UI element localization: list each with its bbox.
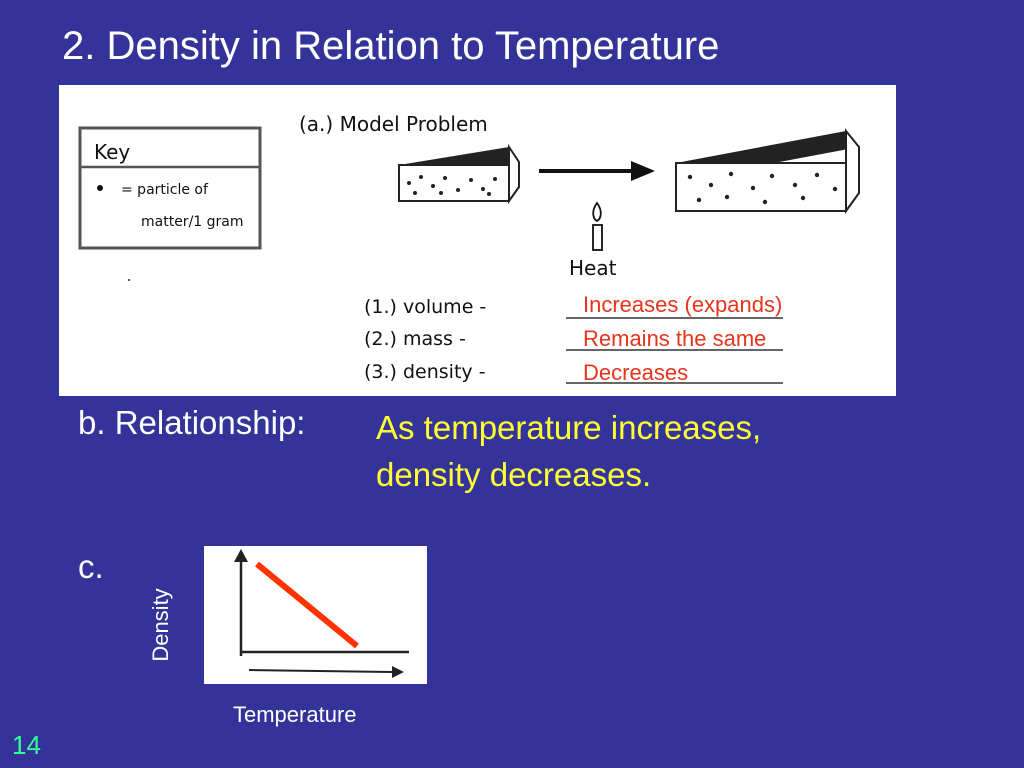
heat-label: Heat: [569, 256, 617, 280]
answer-volume: Increases (expands): [583, 292, 783, 317]
key-line-2: matter/1 gram: [141, 214, 244, 230]
y-axis-label: Density: [148, 588, 173, 662]
particle-dot-icon: [97, 185, 103, 191]
graph-section-label: c.: [78, 548, 104, 585]
small-block: [398, 143, 520, 205]
slide-title: 2. Density in Relation to Temperature: [62, 24, 720, 68]
relationship-label: b. Relationship:: [78, 404, 306, 441]
graph-drawing: [234, 549, 409, 678]
arrow-right-icon: [539, 161, 655, 181]
relationship-line-2: density decreases.: [376, 456, 652, 493]
candle-icon: [592, 201, 603, 251]
answer-density: Decreases: [583, 360, 689, 385]
key-title: Key: [94, 140, 130, 164]
model-problem-figure: Key = particle of matter/1 gram (a.) Mod…: [59, 85, 896, 396]
relationship-line-1: As temperature increases,: [376, 409, 762, 446]
x-axis-arrow: [248, 666, 404, 678]
question-mass: (2.) mass -: [364, 328, 466, 350]
model-problem-drawing: Key = particle of matter/1 gram (a.) Mod…: [78, 112, 860, 384]
large-block: [675, 128, 860, 215]
question-density: (3.) density -: [364, 361, 486, 383]
slide-number: 14: [12, 730, 41, 760]
density-trend-line: [255, 561, 359, 649]
y-axis-arrow: [234, 549, 248, 656]
question-volume: (1.) volume -: [364, 296, 486, 318]
key-line-1: = particle of: [121, 182, 209, 198]
key-box: Key = particle of matter/1 gram: [78, 126, 262, 250]
x-axis-label: Temperature: [233, 702, 357, 727]
model-problem-label: (a.) Model Problem: [299, 112, 488, 136]
density-temperature-graph: [204, 546, 427, 684]
relationship-statement: As temperature increases, density decrea…: [376, 404, 761, 498]
answer-mass: Remains the same: [583, 326, 767, 351]
